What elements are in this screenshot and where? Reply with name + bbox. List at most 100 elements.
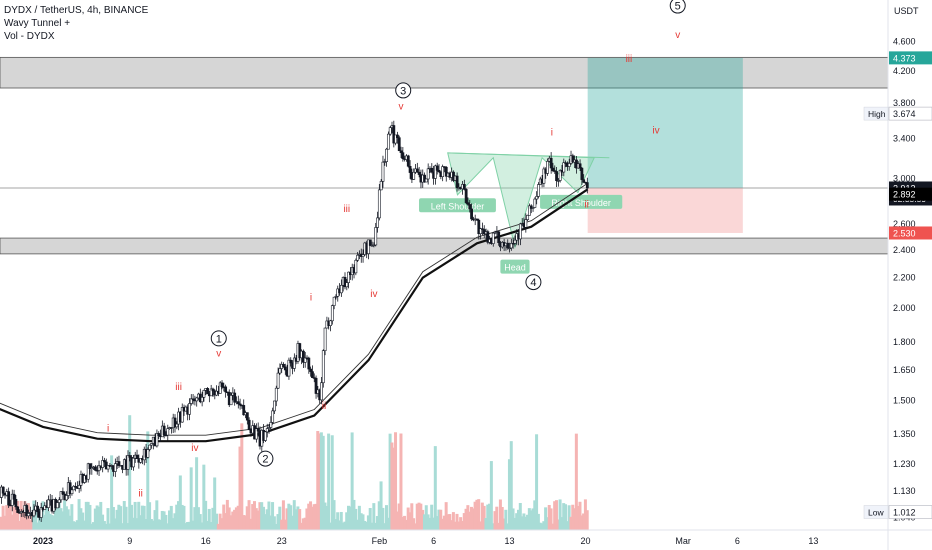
volume-bar (278, 506, 282, 530)
price-tag-low (863, 505, 889, 519)
volume-bar (477, 499, 481, 530)
candle-body (430, 167, 434, 173)
volume-bar (498, 499, 502, 530)
candle-body (191, 398, 195, 401)
volume-bar (536, 513, 540, 530)
volume-bar (178, 475, 182, 530)
minor-wave-label: iv (370, 289, 377, 300)
candle-body (157, 433, 161, 437)
volume-bar (578, 501, 582, 530)
volume-bar (63, 500, 67, 530)
candle-body (224, 386, 228, 393)
volume-bar (97, 506, 101, 530)
volume-bar (495, 506, 499, 530)
volume-bar (448, 514, 452, 530)
volume-bar (104, 523, 108, 530)
volume-bar (432, 517, 435, 530)
candle-body (434, 165, 437, 179)
x-tick-label: 23 (277, 536, 287, 546)
indicator-volume[interactable]: Vol - DYDX (4, 31, 55, 42)
candle-body (283, 366, 287, 371)
volume-bar (177, 501, 181, 530)
candle-body (175, 423, 179, 428)
volume-bar (86, 501, 90, 530)
volume-bar (35, 522, 39, 530)
major-wave-label: 2 (262, 454, 268, 466)
volume-bar (140, 505, 144, 530)
volume-bar (507, 459, 511, 530)
volume-bar (489, 461, 493, 530)
volume-bar (290, 515, 294, 530)
price-label-tunnel (889, 187, 932, 201)
position-stop-zone[interactable] (587, 187, 743, 233)
hs-label-1: Head (504, 263, 526, 273)
volume-bar (202, 464, 206, 530)
volume-bar (401, 516, 405, 530)
position-target-zone[interactable] (587, 57, 743, 188)
head-and-shoulders-pattern[interactable]: Left Shoulder Head Right Shoulder (419, 152, 623, 274)
candle-body (57, 499, 61, 503)
volume-bar (328, 522, 332, 530)
candle-body (139, 458, 143, 463)
x-tick-label: 13 (505, 536, 515, 546)
volume-bar (511, 508, 515, 530)
volume-bar (34, 505, 38, 530)
volume-bar (441, 518, 445, 530)
volume-bar (280, 519, 284, 530)
volume-bar (524, 516, 528, 530)
zone-support[interactable] (0, 237, 889, 255)
hs-neckline[interactable] (447, 152, 610, 159)
candle-body (189, 398, 193, 404)
zone-resistance[interactable] (0, 56, 889, 89)
volume-bar (182, 505, 186, 530)
volume-bar (292, 500, 296, 530)
candle-body (126, 455, 130, 470)
candle-body (32, 509, 36, 517)
candle-body (379, 181, 383, 191)
candle-body (36, 505, 39, 513)
volume-bar (450, 520, 454, 530)
symbol-title[interactable]: DYDX / TetherUS, 4h, BINANCE (4, 5, 149, 16)
price-label-stop-value: 2.530 (893, 228, 916, 238)
minor-wave-label: iv (652, 126, 659, 137)
volume-bar (216, 523, 220, 530)
volume-bar (195, 457, 199, 530)
volume-bar (339, 511, 343, 530)
volume-bar (574, 433, 578, 530)
volume-bar (379, 481, 383, 530)
volume-bar (573, 508, 577, 530)
volume-bar (166, 523, 170, 530)
candle-body (247, 419, 251, 430)
indicator-wavy-tunnel[interactable]: Wavy Tunnel + (4, 18, 71, 29)
candle-body (278, 368, 282, 374)
candle-body (86, 463, 90, 480)
candle-body (562, 162, 566, 173)
candle-body (455, 175, 459, 189)
volume-bar (540, 523, 544, 530)
minor-wave-label: ii (584, 199, 588, 210)
volume-bar (267, 501, 271, 530)
minor-wave-label: v (675, 30, 680, 41)
y-tick-label: 1.800 (893, 337, 916, 347)
volume-bar (422, 514, 426, 530)
volume-bar (130, 504, 134, 530)
volume-bar (113, 518, 117, 530)
candle-body (242, 405, 246, 416)
volume-bar (260, 502, 264, 530)
volume-bar (406, 507, 410, 530)
volume-bar (531, 508, 535, 530)
volume-bar (377, 501, 381, 530)
volume-bar (480, 502, 484, 530)
volume-bar (155, 500, 159, 530)
candle-body (381, 161, 385, 182)
volume-bar (191, 520, 195, 530)
y-tick-label: 2.400 (893, 245, 916, 255)
volume-bar (16, 500, 20, 530)
volume-bar (88, 504, 92, 530)
candle-body (354, 259, 358, 274)
hs-label-box (419, 198, 496, 213)
volume-bar (153, 510, 157, 530)
volume-bar (218, 513, 222, 530)
volume-bar (506, 523, 510, 530)
